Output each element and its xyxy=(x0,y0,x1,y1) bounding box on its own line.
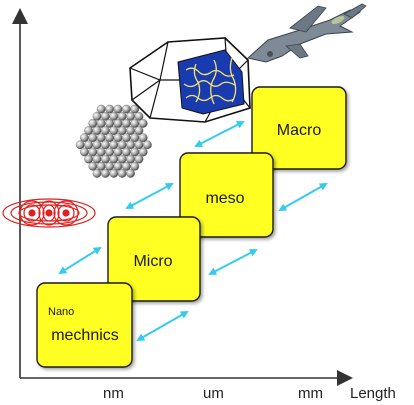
arrow-nano-micro-upper xyxy=(58,246,102,275)
nanoparticle-atom xyxy=(122,104,131,114)
scale-box-meso[interactable]: meso xyxy=(179,152,274,238)
arrow-nano-micro-lower xyxy=(136,311,189,341)
x-axis-title: Length xyxy=(350,385,396,402)
nanoparticle-atom xyxy=(130,161,140,171)
nanoparticle-atom xyxy=(84,140,93,150)
nanoparticle-atom xyxy=(75,140,85,150)
nanoparticle-atom xyxy=(113,104,123,114)
nanoparticle-atom xyxy=(105,119,114,128)
nanoparticle-atom xyxy=(134,154,144,164)
nanoparticle-atom xyxy=(130,104,140,114)
scale-label-nano-bottom: mechnics xyxy=(51,327,119,344)
nanoparticle-atom xyxy=(101,154,110,164)
nanoparticle-atom xyxy=(126,140,135,150)
scale-box-micro[interactable]: Micro xyxy=(107,216,201,302)
polycrystal-mesh-icon xyxy=(129,37,251,123)
nanoparticle-atom xyxy=(117,154,127,164)
tick-label-mm: mm xyxy=(298,385,323,402)
scale-box-macro[interactable]: Macro xyxy=(251,86,347,170)
nanoparticle-atom xyxy=(101,140,110,150)
arrow-micro-meso-upper xyxy=(125,183,174,209)
nanoparticle-atom xyxy=(126,154,135,164)
nanoparticle-atom xyxy=(117,169,127,178)
tick-label-nm: nm xyxy=(103,385,124,402)
arrow-micro-meso-lower xyxy=(208,249,258,275)
scale-label-macro: Macro xyxy=(277,122,322,139)
nanoparticle-atom xyxy=(84,154,93,164)
nanoparticle-atom xyxy=(96,104,106,114)
nanoparticle-atom xyxy=(138,133,148,143)
nanoparticle-atom xyxy=(117,140,127,150)
arrow-meso-macro-lower xyxy=(278,183,328,211)
scale-label-micro: Micro xyxy=(133,253,172,270)
nanoparticle-atom xyxy=(92,140,102,150)
nanoparticle-atom xyxy=(134,111,144,121)
nanoparticle-atom xyxy=(122,119,131,128)
nanoparticle-atom xyxy=(143,140,152,150)
nanoparticle-sphere-icon xyxy=(75,104,152,178)
nanoparticle-atom xyxy=(92,169,102,178)
nanoparticle-atom xyxy=(88,119,98,128)
nanoparticle-atom xyxy=(101,169,110,178)
scale-label-meso: meso xyxy=(205,190,244,207)
nanoparticle-atom xyxy=(92,154,102,164)
nanoparticle-atom xyxy=(138,147,148,157)
nanoparticle-atom xyxy=(138,119,148,128)
nanoparticle-atom xyxy=(113,119,123,128)
scale-box-nano[interactable]: Nano mechnics xyxy=(36,282,133,368)
nanoparticle-atom xyxy=(134,140,144,150)
nanoparticle-atom xyxy=(109,154,119,164)
nanoparticle-atom xyxy=(96,119,106,128)
transition-arrows xyxy=(58,121,328,341)
arrow-meso-macro-upper xyxy=(194,121,245,147)
atom-orbital-icon xyxy=(2,198,96,228)
nanoparticle-atom xyxy=(130,119,140,128)
nanoparticle-atom xyxy=(105,104,114,114)
tick-label-um: um xyxy=(203,385,224,402)
nanoparticle-atom xyxy=(109,169,119,178)
nanoparticle-atom xyxy=(126,169,135,178)
fighter-jet-icon xyxy=(246,3,367,63)
nanoparticle-atom xyxy=(134,126,144,135)
scale-label-nano-top: Nano xyxy=(48,306,74,318)
nanoparticle-atom xyxy=(109,140,119,150)
